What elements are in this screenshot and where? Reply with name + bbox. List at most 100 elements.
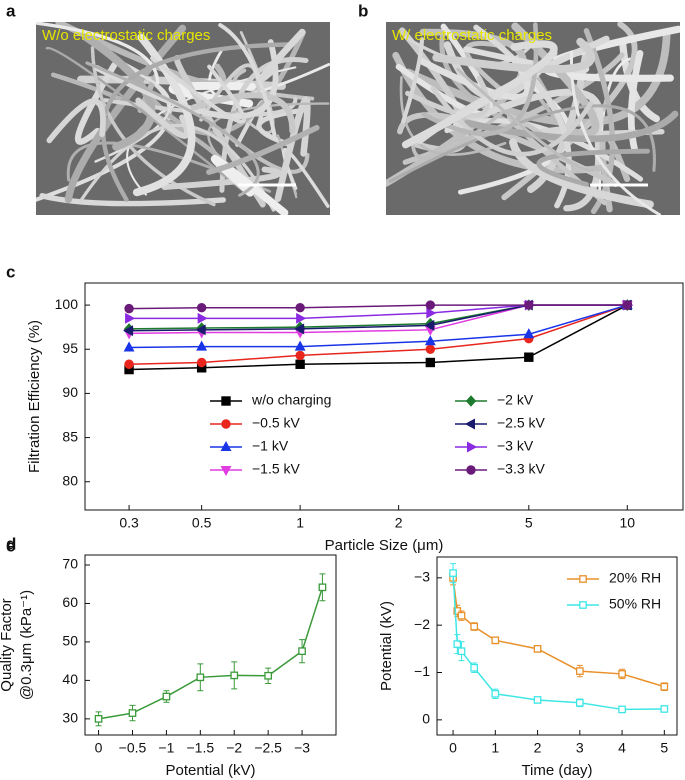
fiber — [627, 50, 644, 153]
x-tick-label: 1 — [491, 740, 499, 756]
fiber — [456, 67, 599, 172]
marker — [296, 312, 307, 324]
fiber — [190, 92, 296, 134]
legend-label: −1 kV — [252, 438, 289, 454]
legend-marker — [579, 601, 587, 609]
panel-label: b — [358, 1, 368, 20]
fiber — [135, 97, 191, 139]
marker — [491, 689, 500, 698]
marker — [457, 647, 466, 656]
fiber — [421, 22, 539, 137]
x-tick-label: −3 — [294, 740, 310, 756]
fiber — [210, 154, 289, 215]
legend-label: −3 kV — [497, 438, 534, 454]
fiber — [405, 75, 490, 119]
marker — [524, 352, 534, 362]
x-tick-label: 0 — [95, 740, 103, 756]
marker — [295, 359, 305, 369]
fiber — [399, 75, 507, 156]
marker — [196, 673, 205, 682]
legend-label: −0.5 kV — [252, 415, 301, 431]
marker — [618, 705, 626, 714]
fiber — [401, 40, 558, 149]
panel-label: d — [6, 534, 16, 553]
series-line — [452, 577, 665, 688]
fiber — [46, 98, 106, 144]
x-tick-label: 5 — [525, 515, 533, 531]
legend-marker — [220, 440, 232, 451]
marker — [294, 323, 305, 335]
y-tick-label: 90 — [62, 384, 78, 400]
legend-label: −2.5 kV — [497, 415, 546, 431]
fiber — [509, 138, 654, 209]
x-tick-label: 3 — [576, 740, 584, 756]
legend-marker — [221, 419, 231, 429]
marker — [94, 714, 103, 723]
y-tick-label: 60 — [62, 594, 78, 610]
fiber — [507, 113, 608, 206]
fiber — [388, 104, 656, 183]
fiber — [274, 96, 311, 202]
marker — [457, 611, 466, 620]
marker — [470, 622, 479, 631]
x-tick-label: 5 — [660, 740, 668, 756]
legend-marker — [467, 441, 478, 453]
fiber — [150, 56, 246, 124]
panel-label: a — [6, 1, 16, 20]
x-tick-label: 2 — [395, 515, 403, 531]
x-tick-label: 0 — [449, 740, 457, 756]
legend-marker — [220, 466, 232, 477]
marker — [196, 303, 207, 313]
fiber — [45, 46, 251, 197]
y-tick-label: −1 — [414, 663, 430, 679]
y-axis-label: Quality Factor — [0, 598, 15, 691]
image-caption: W/o electrostatic charges — [42, 27, 210, 44]
legend-marker — [464, 418, 475, 430]
x-axis-label: Particle Size (μm) — [325, 537, 444, 554]
plot-frame — [84, 554, 337, 736]
series-line — [452, 573, 665, 711]
marker — [295, 303, 305, 313]
marker — [162, 692, 171, 701]
marker — [123, 341, 135, 352]
fiber — [570, 50, 662, 215]
fiber — [218, 23, 277, 139]
marker — [196, 357, 207, 368]
marker — [124, 359, 134, 369]
x-tick-label: 0.3 — [119, 515, 139, 531]
series-line — [129, 304, 628, 349]
marker — [196, 340, 208, 351]
marker — [533, 696, 542, 704]
marker — [424, 319, 435, 331]
y-tick-label: −3 — [414, 569, 430, 585]
fiber — [100, 42, 297, 202]
marker — [533, 644, 542, 653]
marker — [491, 636, 500, 645]
y-axis-label: @0.3μm (kPa⁻¹) — [18, 590, 35, 700]
y-tick-label: −2 — [414, 616, 430, 632]
fiber — [207, 102, 330, 173]
fiber — [536, 148, 651, 187]
x-axis-label: Time (day) — [521, 762, 592, 779]
y-axis-label: Filtration Efficiency (%) — [26, 320, 43, 473]
y-tick-label: 85 — [62, 428, 78, 444]
fiber — [432, 37, 596, 74]
marker — [295, 350, 305, 361]
plot-frame — [84, 282, 684, 511]
x-tick-label: 1 — [296, 515, 304, 531]
fiber — [75, 61, 118, 145]
marker — [424, 335, 436, 346]
sem-image — [36, 22, 330, 215]
x-tick-label: −2 — [226, 740, 242, 756]
legend-label: −3.3 kV — [497, 461, 546, 477]
marker — [575, 667, 584, 675]
marker — [123, 325, 134, 337]
image-caption: W/ electrostatic charges — [392, 27, 552, 44]
marker — [128, 709, 137, 717]
fiber — [401, 37, 425, 124]
fiber — [161, 166, 282, 190]
y-tick-label: 70 — [62, 556, 78, 572]
marker — [470, 663, 479, 672]
legend-label: −1.5 kV — [252, 461, 301, 477]
legend-marker — [466, 465, 476, 475]
